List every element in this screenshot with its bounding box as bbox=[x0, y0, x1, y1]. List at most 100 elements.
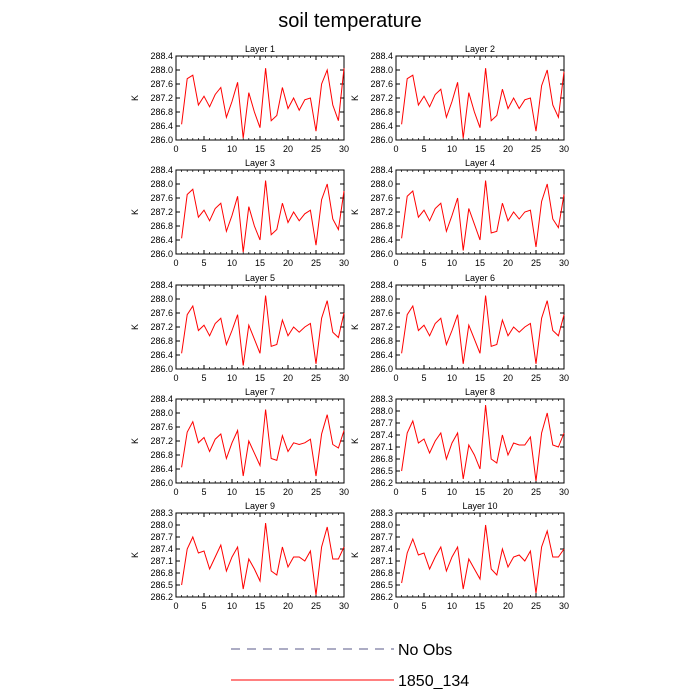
x-tick-label: 5 bbox=[201, 487, 206, 497]
x-tick-label: 5 bbox=[421, 487, 426, 497]
x-tick-label: 10 bbox=[227, 258, 237, 268]
y-axis-label: K bbox=[350, 95, 360, 101]
series-line-1850-134 bbox=[181, 295, 345, 366]
y-tick-label: 288.0 bbox=[150, 408, 173, 418]
y-tick-label: 288.0 bbox=[150, 179, 173, 189]
x-tick-label: 20 bbox=[283, 144, 293, 154]
plot-frame bbox=[175, 284, 345, 370]
x-tick-label: 15 bbox=[255, 373, 265, 383]
x-tick-label: 15 bbox=[475, 144, 485, 154]
series-line-1850-134 bbox=[401, 404, 565, 482]
y-axis-label: K bbox=[130, 552, 140, 558]
x-tick-label: 15 bbox=[475, 601, 485, 611]
y-axis-label: K bbox=[350, 324, 360, 330]
y-tick-label: 287.7 bbox=[150, 532, 173, 542]
chart-panel-layer-1: Layer 1 0 5 10 15 20 25 30 286.0 286.4 286.8 287.2 2… bbox=[130, 44, 349, 154]
y-tick-label: 286.8 bbox=[370, 221, 393, 231]
x-tick-label: 10 bbox=[447, 487, 457, 497]
x-tick-label: 10 bbox=[227, 373, 237, 383]
x-tick-label: 20 bbox=[283, 373, 293, 383]
x-tick-label: 5 bbox=[201, 144, 206, 154]
x-tick-label: 25 bbox=[311, 373, 321, 383]
y-tick-label: 288.3 bbox=[370, 508, 393, 518]
x-tick-label: 15 bbox=[475, 487, 485, 497]
x-tick-label: 25 bbox=[311, 487, 321, 497]
y-tick-label: 287.4 bbox=[370, 430, 393, 440]
y-tick-label: 286.4 bbox=[370, 121, 393, 131]
y-axis-label: K bbox=[130, 324, 140, 330]
chart-panel-layer-6: Layer 6 0 5 10 15 20 25 30 286.0 286.4 286.8 287.2 2… bbox=[350, 273, 569, 383]
legend: No Obs 1850_134 bbox=[231, 642, 469, 690]
series-line-1850-134 bbox=[181, 180, 345, 253]
y-tick-label: 287.6 bbox=[370, 79, 393, 89]
y-tick-label: 287.2 bbox=[150, 436, 173, 446]
y-tick-label: 286.8 bbox=[150, 336, 173, 346]
y-tick-label: 286.2 bbox=[150, 592, 173, 602]
panel-title: Layer 10 bbox=[462, 501, 497, 511]
y-tick-label: 286.8 bbox=[150, 568, 173, 578]
y-tick-label: 286.0 bbox=[150, 249, 173, 259]
y-tick-label: 286.4 bbox=[150, 121, 173, 131]
y-tick-label: 286.4 bbox=[150, 464, 173, 474]
chart-panel-layer-5: Layer 5 0 5 10 15 20 25 30 286.0 286.4 286.8 287.2 2… bbox=[130, 273, 349, 383]
y-axis-label: K bbox=[350, 209, 360, 215]
chart-panel-layer-10: Layer 10 0 5 10 15 20 25 30 286.2 286.5 286.8 287.1… bbox=[350, 501, 569, 611]
x-tick-label: 5 bbox=[421, 144, 426, 154]
x-tick-label: 0 bbox=[393, 487, 398, 497]
x-tick-label: 30 bbox=[559, 373, 569, 383]
x-tick-label: 25 bbox=[311, 144, 321, 154]
y-tick-label: 286.4 bbox=[370, 235, 393, 245]
y-tick-label: 287.2 bbox=[370, 93, 393, 103]
y-tick-label: 286.5 bbox=[150, 580, 173, 590]
legend-label-no-obs: No Obs bbox=[398, 642, 452, 659]
x-tick-label: 30 bbox=[559, 144, 569, 154]
y-tick-label: 287.1 bbox=[150, 556, 173, 566]
y-axis-label: K bbox=[130, 95, 140, 101]
y-tick-label: 288.0 bbox=[370, 179, 393, 189]
y-tick-label: 287.7 bbox=[370, 418, 393, 428]
y-tick-label: 286.5 bbox=[370, 580, 393, 590]
x-tick-label: 30 bbox=[339, 601, 349, 611]
y-axis-label: K bbox=[350, 438, 360, 444]
series-line-1850-134 bbox=[401, 68, 565, 139]
x-tick-label: 5 bbox=[201, 601, 206, 611]
plot-frame bbox=[395, 169, 565, 255]
panel-title: Layer 2 bbox=[465, 44, 495, 54]
y-tick-label: 288.3 bbox=[370, 394, 393, 404]
series-line-1850-134 bbox=[181, 68, 345, 139]
y-tick-label: 288.4 bbox=[370, 280, 393, 290]
x-tick-label: 25 bbox=[531, 487, 541, 497]
x-tick-label: 0 bbox=[173, 373, 178, 383]
y-tick-label: 287.6 bbox=[370, 193, 393, 203]
x-tick-label: 5 bbox=[421, 601, 426, 611]
y-tick-label: 286.0 bbox=[370, 249, 393, 259]
y-tick-label: 286.4 bbox=[150, 350, 173, 360]
panel-title: Layer 3 bbox=[245, 158, 275, 168]
x-tick-label: 25 bbox=[311, 601, 321, 611]
y-tick-label: 286.8 bbox=[150, 221, 173, 231]
y-tick-label: 288.3 bbox=[150, 508, 173, 518]
x-tick-label: 5 bbox=[201, 373, 206, 383]
y-axis-label: K bbox=[350, 552, 360, 558]
y-tick-label: 288.4 bbox=[370, 51, 393, 61]
x-tick-label: 30 bbox=[339, 144, 349, 154]
x-tick-label: 25 bbox=[311, 258, 321, 268]
y-tick-label: 288.0 bbox=[150, 520, 173, 530]
y-tick-label: 288.4 bbox=[370, 165, 393, 175]
panel-title: Layer 5 bbox=[245, 273, 275, 283]
x-tick-label: 5 bbox=[201, 258, 206, 268]
y-tick-label: 287.4 bbox=[150, 544, 173, 554]
x-tick-label: 30 bbox=[339, 258, 349, 268]
chart-panel-layer-9: Layer 9 0 5 10 15 20 25 30 286.2 286.5 286.8 287.1 2… bbox=[130, 501, 349, 611]
y-tick-label: 288.0 bbox=[370, 406, 393, 416]
y-tick-label: 287.6 bbox=[150, 422, 173, 432]
x-tick-label: 15 bbox=[475, 258, 485, 268]
x-tick-label: 0 bbox=[393, 144, 398, 154]
y-tick-label: 286.2 bbox=[370, 478, 393, 488]
chart-panel-layer-3: Layer 3 0 5 10 15 20 25 30 286.0 286.4 286.8 287.2 2… bbox=[130, 158, 349, 268]
x-tick-label: 0 bbox=[173, 601, 178, 611]
y-tick-label: 286.8 bbox=[370, 454, 393, 464]
x-tick-label: 15 bbox=[255, 258, 265, 268]
x-tick-label: 20 bbox=[503, 144, 513, 154]
y-tick-label: 287.4 bbox=[370, 544, 393, 554]
